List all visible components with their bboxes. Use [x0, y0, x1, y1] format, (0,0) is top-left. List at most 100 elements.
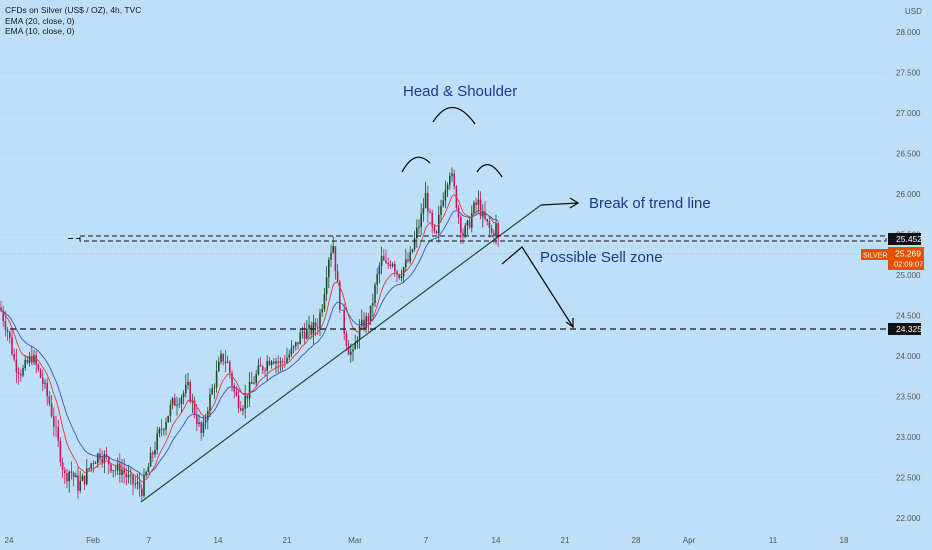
- candle-body: [101, 458, 103, 463]
- candle-body: [306, 328, 308, 339]
- candle-body: [266, 361, 268, 371]
- x-tick-label: 11: [769, 536, 778, 545]
- candle-body: [398, 274, 400, 279]
- candle-body: [290, 347, 293, 355]
- candle-body: [279, 361, 282, 363]
- candle-body: [11, 337, 13, 355]
- candle-body: [431, 212, 433, 227]
- candle-body: [24, 359, 26, 369]
- candle-body: [475, 202, 477, 205]
- candle-body: [147, 466, 150, 473]
- candle-body: [251, 381, 253, 384]
- candle-body: [145, 472, 147, 476]
- candle-body: [325, 277, 328, 294]
- candle-body: [391, 264, 394, 267]
- symbol-tag-text: SILVER: [863, 253, 887, 260]
- candle-body: [154, 450, 156, 455]
- candle-body: [15, 359, 18, 373]
- candle-body: [33, 355, 35, 363]
- candle-body: [308, 324, 310, 329]
- sell-arrow: [501, 246, 574, 329]
- candle-body: [275, 361, 277, 364]
- x-tick-label: 7: [147, 536, 152, 545]
- candle-body: [253, 383, 255, 384]
- candle-body: [116, 463, 119, 471]
- candle-body: [486, 218, 488, 222]
- legend-ema10[interactable]: EMA (10, close, 0): [5, 26, 75, 36]
- candle-body: [233, 385, 235, 392]
- candle-body: [358, 325, 361, 341]
- candle-body: [193, 400, 196, 415]
- candle-body: [262, 366, 264, 371]
- candle-body: [123, 469, 125, 474]
- neckline-price-text: 25.452: [896, 234, 922, 244]
- grid: [0, 31, 886, 519]
- candle-body: [4, 320, 7, 330]
- candle-body: [444, 189, 447, 201]
- candle-body: [453, 173, 455, 187]
- candle-body: [301, 331, 304, 333]
- candle-body: [213, 387, 216, 389]
- candle-body: [396, 271, 398, 275]
- candle-body: [462, 232, 464, 237]
- candle-body: [336, 271, 339, 282]
- candle-body: [407, 259, 409, 262]
- candle-body: [330, 252, 332, 260]
- candle-body: [394, 264, 396, 272]
- x-tick-label: 28: [632, 536, 641, 545]
- y-tick-label: 26.000: [896, 190, 921, 199]
- candle-body: [464, 225, 466, 237]
- x-tick-label: 14: [214, 536, 223, 545]
- candle-body: [497, 223, 499, 237]
- candle-body: [284, 361, 286, 363]
- candle-body: [64, 469, 66, 474]
- candle-body: [209, 394, 211, 412]
- candle-body: [466, 220, 469, 226]
- candle-body: [196, 414, 198, 424]
- candle-body: [81, 475, 84, 481]
- candle-body: [352, 349, 354, 352]
- candle-body: [75, 475, 77, 478]
- candle-body: [367, 316, 370, 322]
- x-tick-label: 18: [840, 536, 849, 545]
- legend-ema20[interactable]: EMA (20, close, 0): [5, 15, 75, 26]
- neckline-price-tag: [888, 233, 921, 245]
- candle-body: [97, 453, 99, 463]
- price-axis[interactable]: USD 28.00027.50027.00026.50026.00025.500…: [861, 7, 924, 523]
- x-tick-label: Mar: [348, 536, 362, 545]
- legend-symbol[interactable]: CFDs on Silver (US$ / OZ), 4h, TVC: [5, 5, 142, 15]
- candle-body: [319, 312, 321, 329]
- candle-body: [354, 342, 356, 350]
- candle-body: [0, 307, 2, 311]
- candle-body: [72, 472, 75, 478]
- x-tick-label: Apr: [683, 536, 696, 545]
- candle-body: [468, 220, 471, 228]
- candle-body: [288, 354, 290, 358]
- candle-body: [385, 260, 387, 263]
- candle-body: [312, 322, 315, 335]
- candle-body: [402, 267, 405, 277]
- x-tick-label: 7: [424, 536, 429, 545]
- left-shoulder-arc: [401, 156, 431, 173]
- candle-body: [332, 246, 334, 253]
- candle-body: [314, 322, 317, 328]
- candle-body: [88, 468, 90, 470]
- candle-body: [17, 372, 20, 374]
- candle-body: [460, 217, 462, 233]
- candle-body: [442, 200, 444, 206]
- y-tick-label: 23.000: [896, 433, 921, 442]
- candle-body: [55, 426, 57, 428]
- candle-body: [143, 475, 145, 497]
- candle-body: [303, 331, 306, 339]
- candle-body: [295, 342, 297, 347]
- candle-body: [433, 226, 436, 232]
- support-price-tag: [888, 323, 921, 335]
- x-tick-label: 24: [5, 536, 14, 545]
- candle-body: [286, 357, 288, 363]
- candle-body: [22, 368, 24, 376]
- candle-body: [160, 428, 163, 430]
- time-axis[interactable]: 24 Feb 7 14 21 Mar 7 14 21 28 Apr 11 18: [5, 536, 849, 545]
- candle-body: [68, 471, 70, 482]
